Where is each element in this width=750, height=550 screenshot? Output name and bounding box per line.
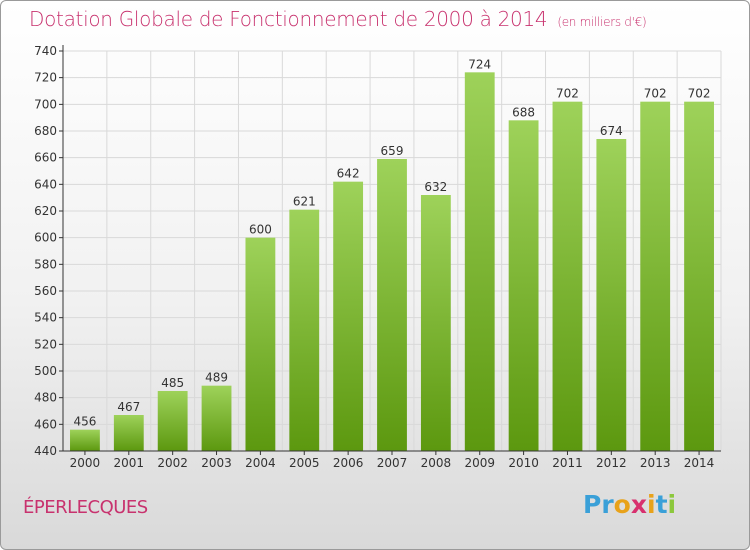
- x-tick-label: 2009: [464, 456, 495, 470]
- bar: [640, 101, 671, 452]
- bar-value-label: 467: [117, 400, 140, 414]
- bar-value-label: 456: [73, 415, 96, 429]
- bar: [464, 72, 495, 451]
- y-tick-label: 600: [34, 231, 57, 245]
- y-tick-label: 640: [34, 177, 57, 191]
- bar: [420, 195, 451, 451]
- bar-value-label: 659: [381, 144, 404, 158]
- y-tick-label: 620: [34, 204, 57, 218]
- bar: [113, 415, 144, 451]
- proxiti-logo: Proxiti: [583, 490, 676, 519]
- y-tick-label: 460: [34, 417, 57, 431]
- x-tick-label: 2003: [201, 456, 232, 470]
- bar: [289, 209, 320, 451]
- title-text: Dotation Globale de Fonctionnement de 20…: [29, 7, 548, 31]
- bar-value-label: 702: [644, 87, 667, 101]
- bar: [245, 237, 276, 451]
- x-tick-label: 2004: [245, 456, 276, 470]
- x-tick-label: 2006: [333, 456, 364, 470]
- unit-note: (en milliers d'€): [557, 15, 647, 29]
- bar-value-label: 724: [468, 57, 491, 71]
- y-tick-label: 500: [34, 364, 57, 378]
- x-tick-label: 2000: [70, 456, 101, 470]
- bar-value-label: 688: [512, 105, 535, 119]
- bar: [596, 139, 627, 451]
- bar: [333, 181, 364, 451]
- bar: [201, 385, 232, 451]
- y-tick-label: 440: [34, 444, 57, 458]
- x-tick-label: 2008: [421, 456, 452, 470]
- bar: [508, 120, 539, 451]
- bar-value-label: 702: [556, 87, 579, 101]
- bar-value-label: 642: [337, 167, 360, 181]
- chart-title: Dotation Globale de Fonctionnement de 20…: [29, 7, 647, 31]
- bar: [70, 429, 100, 451]
- bar-value-label: 485: [161, 376, 184, 390]
- bar-value-label: 674: [600, 124, 623, 138]
- x-tick-label: 2005: [289, 456, 320, 470]
- y-tick-label: 520: [34, 337, 57, 351]
- y-tick-label: 480: [34, 391, 57, 405]
- y-tick-label: 720: [34, 71, 57, 85]
- logo-letter: o: [613, 490, 631, 519]
- commune-name: ÉPERLECQUES: [23, 497, 148, 518]
- axes: 440 460 480 500 520 540 560 580 600 620 640 660 680 7…: [34, 44, 721, 470]
- logo-letter: x: [630, 490, 647, 519]
- y-tick-label: 540: [34, 311, 57, 325]
- y-tick-label: 680: [34, 124, 57, 138]
- x-tick-label: 2002: [157, 456, 188, 470]
- logo-letter: i: [647, 490, 656, 519]
- logo-letter: t: [655, 490, 668, 519]
- bar: [684, 101, 714, 452]
- x-tick-label: 2013: [640, 456, 671, 470]
- bars: 456 467 485 489 600 621 642 659 632 724 688 702 674 7…: [70, 57, 714, 452]
- y-tick-label: 700: [34, 97, 57, 111]
- bar: [157, 391, 188, 451]
- x-tick-label: 2014: [684, 456, 715, 470]
- bar-value-label: 600: [249, 223, 272, 237]
- bar-value-label: 489: [205, 371, 228, 385]
- bar: [377, 159, 407, 451]
- bar-value-label: 632: [424, 180, 447, 194]
- x-tick-label: 2010: [508, 456, 539, 470]
- y-tick-label: 580: [34, 257, 57, 271]
- x-tick-label: 2012: [596, 456, 627, 470]
- logo-letter: i: [667, 490, 677, 519]
- logo-letter: r: [601, 490, 614, 519]
- x-tick-label: 2011: [552, 456, 583, 470]
- logo-letter: P: [583, 490, 602, 519]
- x-tick-label: 2001: [114, 456, 145, 470]
- bar-value-label: 702: [688, 87, 711, 101]
- bar-value-label: 621: [293, 195, 316, 209]
- y-tick-label: 660: [34, 151, 57, 165]
- x-tick-label: 2007: [377, 456, 408, 470]
- bar: [552, 101, 583, 452]
- y-tick-label: 560: [34, 284, 57, 298]
- y-tick-label: 740: [34, 44, 57, 58]
